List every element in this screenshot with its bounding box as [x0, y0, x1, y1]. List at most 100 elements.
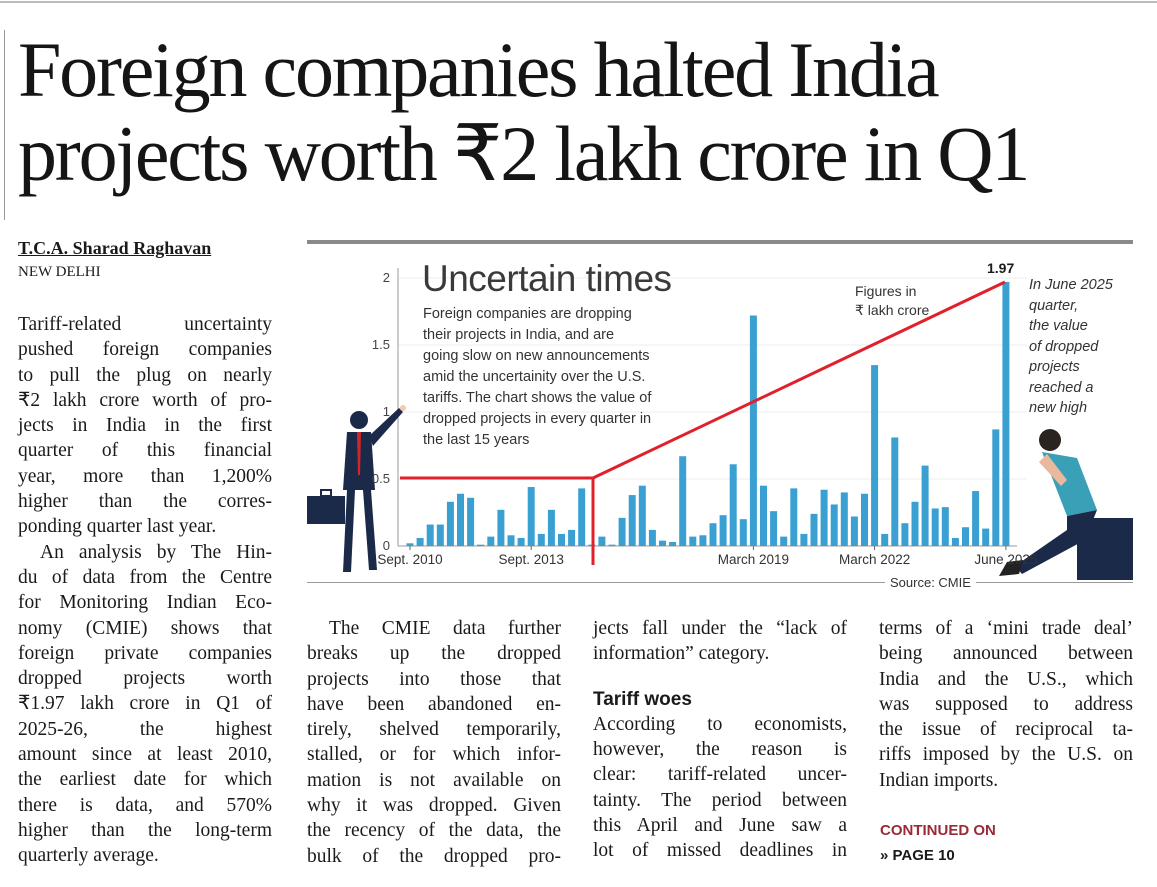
side-rule: [4, 30, 5, 220]
bar: [638, 485, 646, 546]
article-line: ₹2 lakh crore worth of pro-: [18, 389, 272, 411]
annotation-line: projects: [1029, 359, 1080, 375]
article-line: The CMIE data further: [329, 618, 561, 639]
chart-description-line: going slow on new announcements: [423, 348, 650, 364]
bar: [517, 537, 525, 546]
annotation-line: new high: [1029, 400, 1088, 416]
units-note-line: Figures in: [855, 283, 917, 299]
dateline: NEW DELHI: [18, 264, 101, 280]
article-line: the earliest date for which: [18, 769, 272, 791]
bar: [729, 464, 737, 546]
chart-description-line: Foreign companies are dropping: [423, 306, 632, 322]
bar: [416, 537, 424, 546]
bar: [648, 529, 656, 546]
bar: [972, 491, 980, 546]
bar: [628, 495, 636, 546]
bar: [760, 485, 767, 546]
bar: [709, 523, 717, 546]
bar: [477, 544, 485, 546]
bar: [446, 501, 454, 546]
bar: [487, 536, 495, 546]
continued-page-link[interactable]: » PAGE 10: [880, 847, 955, 864]
bar: [770, 511, 778, 546]
article-line: [593, 667, 847, 687]
x-tick-label: Sept. 2010: [377, 552, 443, 567]
article-line: being announced between: [879, 643, 1133, 665]
article-line: have been abandoned en-: [307, 693, 561, 715]
bar: [982, 528, 990, 546]
y-tick-label: 0: [382, 538, 390, 553]
bar: [679, 456, 687, 546]
article-line: An analysis by The Hin-: [40, 541, 272, 563]
bar: [1002, 282, 1010, 546]
chart-uncertain-times: 0 0.5 1 1.5 2 Sept. 2010 Sept. 2013 March 2019…: [307, 240, 1133, 590]
y-tick-label: 1: [382, 404, 390, 419]
bar: [861, 493, 868, 546]
x-tick-label: Sept. 2013: [498, 552, 564, 567]
bar: [497, 509, 505, 546]
annotation-line: the value: [1029, 318, 1088, 334]
bar: [921, 465, 929, 546]
article-column-3: jects fall under the “lack of information…: [593, 616, 847, 864]
bar: [547, 509, 555, 546]
chart-description-line: amid the uncertainity over the U.S.: [423, 369, 646, 385]
bar: [962, 527, 969, 546]
bar: [830, 504, 838, 546]
article-column-1: Tariff-related uncertainty pushed foreign…: [18, 312, 272, 869]
bar: [507, 535, 515, 546]
chart-description-line: tariffs. The chart shows the value of: [423, 390, 652, 406]
article-line: this April and June saw a: [593, 815, 847, 837]
article-column-2: The CMIE data further breaks up the dropp…: [307, 616, 561, 869]
article-line: quarterly average.: [18, 845, 159, 867]
x-tick-label: March 2019: [717, 552, 790, 567]
x-tick-label: March 2022: [838, 552, 911, 567]
bar: [739, 519, 747, 546]
article-line: tirely, shelved temporarily,: [307, 719, 561, 741]
headline-line-2: projects worth ₹2 lakh crore in Q1: [18, 110, 1030, 197]
article-line: terms of a ‘mini trade deal’: [879, 618, 1133, 639]
chart-description-line: their projects in India, and are: [423, 327, 615, 343]
section-heading: Tariff woes: [593, 688, 692, 710]
article-line: stalled, or for which infor-: [307, 744, 561, 766]
top-rule: [0, 1, 1157, 3]
bar: [780, 536, 788, 546]
headline-line-1: Foreign companies halted India: [18, 26, 940, 113]
article-column-4: terms of a ‘mini trade deal’ being announ…: [879, 616, 1133, 793]
chart-top-rule: [307, 240, 1133, 244]
article-line: why it was dropped. Given: [307, 795, 561, 817]
chart-description: Foreign companies are dropping their proj…: [423, 304, 651, 451]
bar: [790, 488, 798, 546]
article-line: amount since at least 2010,: [18, 744, 272, 766]
bar: [881, 533, 889, 546]
article-line: dropped projects worth: [18, 668, 272, 690]
y-tick-label: 0.5: [371, 471, 390, 486]
article-line: quarter of this financial: [18, 440, 272, 462]
bar: [840, 492, 848, 546]
y-tick-label: 2: [382, 270, 390, 285]
bar: [659, 540, 666, 546]
bar: [689, 536, 697, 546]
bar: [436, 524, 444, 546]
article-line: the issue of reciprocal ta-: [879, 719, 1133, 741]
bar: [951, 537, 959, 546]
chart-canvas: [307, 240, 1133, 580]
annotation-line: reached a: [1029, 379, 1094, 396]
annotation-line: of dropped: [1029, 338, 1099, 355]
bar: [598, 536, 606, 546]
bar: [669, 541, 677, 546]
bar: [406, 543, 414, 546]
bar: [537, 533, 545, 546]
article-line: nomy (CMIE) shows that: [18, 617, 272, 639]
peak-annotation: In June 2025 quarter, the value of dropped p…: [1029, 275, 1113, 419]
bar: [850, 516, 858, 546]
bar: [527, 487, 535, 546]
article-line: tainty. The period between: [593, 789, 847, 811]
article-line: jects in India in the first: [18, 415, 272, 437]
peak-value-label: 1.97: [987, 260, 1015, 276]
article-line: riffs imposed by the U.S. on: [879, 744, 1133, 766]
bar: [578, 488, 586, 546]
article-line: bulk of the dropped pro-: [307, 845, 561, 867]
units-note: Figures in ₹ lakh crore: [855, 282, 929, 320]
article-line: information” category.: [593, 643, 770, 665]
article-line: clear: tariff-related uncer-: [593, 764, 847, 786]
